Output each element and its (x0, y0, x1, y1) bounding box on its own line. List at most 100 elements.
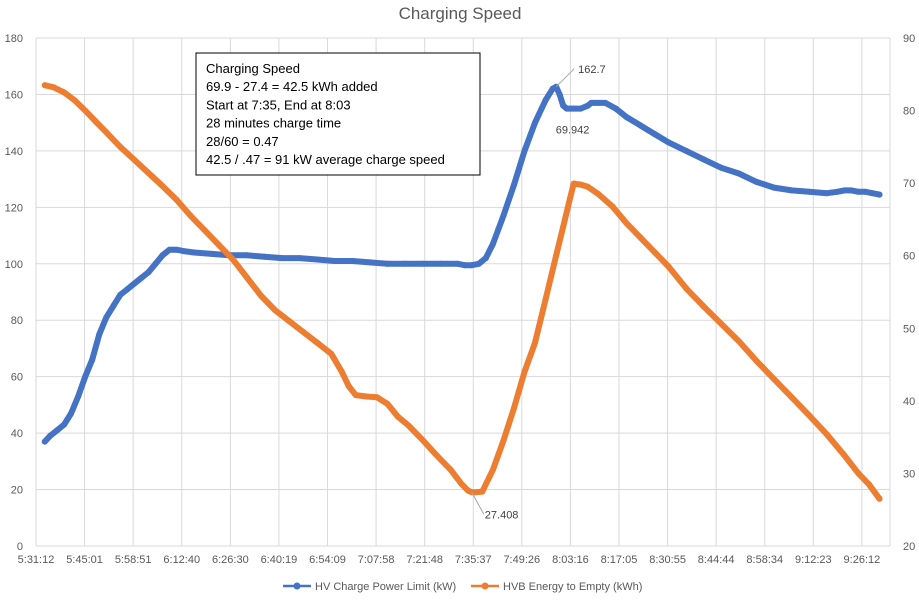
data-point (788, 187, 795, 194)
y2-tick-label: 70 (903, 178, 915, 190)
data-point (243, 274, 250, 281)
data-point (623, 114, 630, 120)
data-point (570, 180, 577, 187)
data-point (71, 97, 78, 104)
data-label-leader (471, 492, 485, 515)
data-point (869, 190, 876, 197)
data-point (300, 328, 307, 335)
data-point (771, 376, 777, 383)
data-point (75, 393, 82, 400)
data-point (454, 260, 461, 267)
data-point (577, 105, 584, 112)
x-tick-label: 7:07:58 (358, 554, 395, 566)
data-point (68, 410, 75, 417)
data-point (384, 400, 391, 407)
data-point (384, 260, 391, 267)
data-point (489, 241, 496, 247)
y-tick-label: 100 (5, 259, 23, 271)
y2-tick-label: 20 (903, 541, 915, 553)
data-point (521, 368, 528, 375)
x-tick-label: 7:35:37 (455, 554, 492, 566)
legend-marker-power (293, 582, 301, 590)
data-point (402, 260, 408, 267)
data-point (665, 263, 672, 270)
data-labels: 162.7 69.942 27.408 (471, 64, 606, 521)
data-point (806, 188, 813, 195)
y2-tick-label: 50 (903, 323, 915, 335)
data-point (753, 178, 760, 185)
data-point (637, 234, 644, 241)
data-point (567, 194, 574, 201)
data-point (609, 203, 616, 210)
data-point (152, 260, 159, 267)
data-point (54, 427, 61, 434)
data-point (352, 392, 359, 399)
data-point (124, 286, 131, 293)
y2-tick-label: 60 (903, 251, 915, 263)
series-line-1 (41, 82, 883, 502)
data-point (89, 356, 96, 363)
data-point (41, 82, 48, 89)
data-point (314, 256, 321, 263)
data-point (173, 196, 180, 203)
data-point (595, 191, 602, 197)
data-point (458, 480, 465, 487)
data-point (131, 280, 138, 287)
data-point (542, 296, 549, 303)
data-point (472, 489, 479, 496)
data-point (345, 383, 352, 390)
data-point (229, 256, 236, 263)
data-point (553, 252, 560, 259)
data-label: 162.7 (578, 64, 606, 76)
series-points-1 (41, 82, 883, 502)
data-point (651, 249, 658, 256)
data-point (366, 259, 373, 266)
x-tick-label: 8:58:34 (746, 554, 783, 566)
data-point (665, 139, 672, 146)
data-point (865, 481, 872, 488)
data-point (187, 212, 194, 219)
data-point (82, 373, 89, 380)
data-point (117, 143, 124, 150)
data-label: 27.408 (485, 509, 519, 521)
data-point (447, 466, 454, 473)
y-tick-label: 40 (11, 428, 23, 440)
annotation-line: Charging Speed (206, 61, 300, 76)
y2-tick-label: 40 (903, 396, 915, 408)
y2-tick-label: 90 (903, 33, 915, 45)
data-point (261, 253, 268, 260)
data-point (243, 252, 250, 259)
data-point (700, 156, 707, 163)
data-point (296, 255, 303, 262)
data-point (373, 394, 380, 401)
legend-item-power: HV Charge Power Limit (kW) (283, 581, 456, 593)
y-tick-label: 60 (11, 372, 23, 384)
data-point (489, 466, 496, 473)
data-point (92, 118, 99, 125)
data-point (588, 99, 595, 106)
y-axis-ticks: 0 20 40 60 80 100 120 140 160 180 (5, 33, 23, 553)
data-point (848, 187, 855, 194)
data-point (718, 164, 725, 171)
annotation-box: Charging Speed 69.9 - 27.4 = 42.5 kWh ad… (195, 52, 481, 176)
y2-tick-label: 30 (903, 468, 915, 480)
data-point (735, 338, 742, 345)
data-point (363, 393, 370, 400)
gridlines (35, 37, 891, 547)
y-tick-label: 180 (5, 33, 23, 45)
data-point (82, 107, 89, 114)
annotation-line: 69.9 - 27.4 = 42.5 kWh added (206, 79, 378, 94)
x-tick-label: 9:26:12 (844, 554, 881, 566)
data-point (191, 249, 198, 256)
data-point (700, 303, 707, 310)
data-point (584, 183, 591, 190)
data-point (145, 170, 152, 176)
data-point (475, 260, 482, 267)
data-point (718, 320, 725, 327)
data-point (683, 147, 690, 154)
data-point (201, 227, 208, 234)
x-axis-ticks: 5:31:12 5:45:01 5:58:51 6:12:40 6:26:30 6:40:… (18, 554, 881, 566)
data-point (208, 250, 215, 257)
y-tick-label: 20 (11, 485, 23, 497)
